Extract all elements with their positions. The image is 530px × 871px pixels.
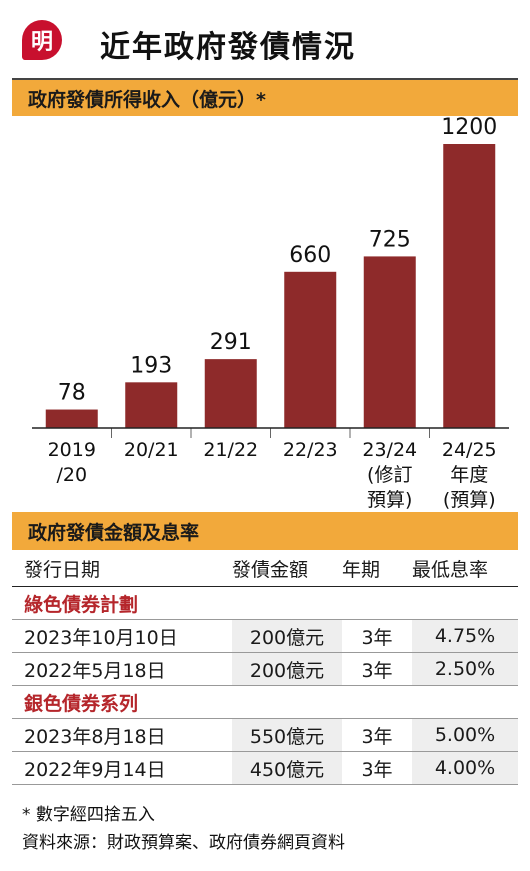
bar-1 bbox=[125, 382, 178, 428]
amount: 200億元 bbox=[232, 619, 342, 653]
header: 明 近年政府發債情況 bbox=[0, 0, 530, 78]
min-rate: 2.50% bbox=[412, 652, 518, 686]
category-label-0-1: /20 bbox=[56, 464, 87, 486]
value-label-5: 1200 bbox=[441, 115, 497, 140]
value-label-4: 725 bbox=[369, 227, 411, 252]
category-label-4-0: 23/24 bbox=[362, 439, 417, 461]
header-issue-date: 發行日期 bbox=[12, 550, 232, 587]
min-rate: 4.00% bbox=[412, 751, 518, 785]
table-row: 2023年8月18日 550億元 3年 5.00% bbox=[12, 718, 518, 752]
amount: 550億元 bbox=[232, 718, 342, 752]
value-label-0: 78 bbox=[58, 381, 86, 406]
min-rate: 4.75% bbox=[412, 619, 518, 653]
header-amount: 發債金額 bbox=[232, 550, 342, 587]
tenor: 3年 bbox=[342, 619, 412, 653]
header-min-rate: 最低息率 bbox=[412, 550, 518, 587]
group-row-silver-bond: 銀色債券系列 bbox=[12, 685, 518, 719]
bar-chart: 78 2019/20 193 20/21 291 21/22 660 22/23 725 23/2… bbox=[32, 115, 509, 510]
bar-0 bbox=[45, 409, 98, 428]
group-name: 銀色債券系列 bbox=[12, 685, 518, 719]
chart-title-band: 政府發債所得收入（億元）* bbox=[12, 78, 518, 116]
bar-5 bbox=[443, 144, 496, 428]
issue-date: 2023年8月18日 bbox=[12, 718, 232, 752]
category-label-2-0: 21/22 bbox=[203, 439, 258, 461]
table-title-band: 政府發債金額及息率 bbox=[12, 512, 518, 550]
bond-rates-table: 發行日期 發債金額 年期 最低息率 綠色債券計劃 2023年10月10日 200… bbox=[12, 550, 518, 785]
issue-date: 2023年10月10日 bbox=[12, 619, 232, 653]
bar-4 bbox=[363, 256, 416, 428]
issue-date: 2022年9月14日 bbox=[12, 751, 232, 785]
category-label-5-0: 24/25 bbox=[442, 439, 497, 461]
value-label-2: 291 bbox=[210, 330, 252, 355]
source-note: 資料來源：財政預算案、政府債券網頁資料 bbox=[22, 833, 345, 853]
chart-title: 政府發債所得收入（億元）* bbox=[28, 88, 266, 111]
value-label-1: 193 bbox=[130, 353, 172, 378]
ming-pao-logo-icon: 明 bbox=[22, 20, 62, 60]
tenor: 3年 bbox=[342, 652, 412, 686]
issue-date: 2022年5月18日 bbox=[12, 652, 232, 686]
category-label-0-0: 2019 bbox=[48, 439, 96, 461]
amount: 200億元 bbox=[232, 652, 342, 686]
bar-3 bbox=[284, 271, 337, 428]
page-title: 近年政府發債情況 bbox=[100, 30, 356, 65]
category-label-5-2: (預算) bbox=[443, 489, 496, 510]
bar-2 bbox=[204, 359, 257, 428]
category-label-4-1: (修訂 bbox=[367, 464, 412, 486]
category-label-1-0: 20/21 bbox=[124, 439, 179, 461]
value-label-3: 660 bbox=[289, 243, 331, 268]
category-label-3-0: 22/23 bbox=[283, 439, 338, 461]
table-title: 政府發債金額及息率 bbox=[28, 521, 200, 544]
group-name: 綠色債券計劃 bbox=[12, 586, 518, 620]
table-header-row: 發行日期 發債金額 年期 最低息率 bbox=[12, 550, 518, 587]
category-label-5-1: 年度 bbox=[450, 464, 488, 486]
table-row: 2023年10月10日 200億元 3年 4.75% bbox=[12, 619, 518, 653]
amount: 450億元 bbox=[232, 751, 342, 785]
rounding-note: * 數字經四捨五入 bbox=[22, 805, 155, 825]
tenor: 3年 bbox=[342, 718, 412, 752]
table-row: 2022年9月14日 450億元 3年 4.00% bbox=[12, 751, 518, 785]
table-row: 2022年5月18日 200億元 3年 2.50% bbox=[12, 652, 518, 686]
group-row-green-bond: 綠色債券計劃 bbox=[12, 586, 518, 620]
min-rate: 5.00% bbox=[412, 718, 518, 752]
header-tenor: 年期 bbox=[342, 550, 412, 587]
category-label-4-2: 預算) bbox=[367, 489, 412, 510]
tenor: 3年 bbox=[342, 751, 412, 785]
